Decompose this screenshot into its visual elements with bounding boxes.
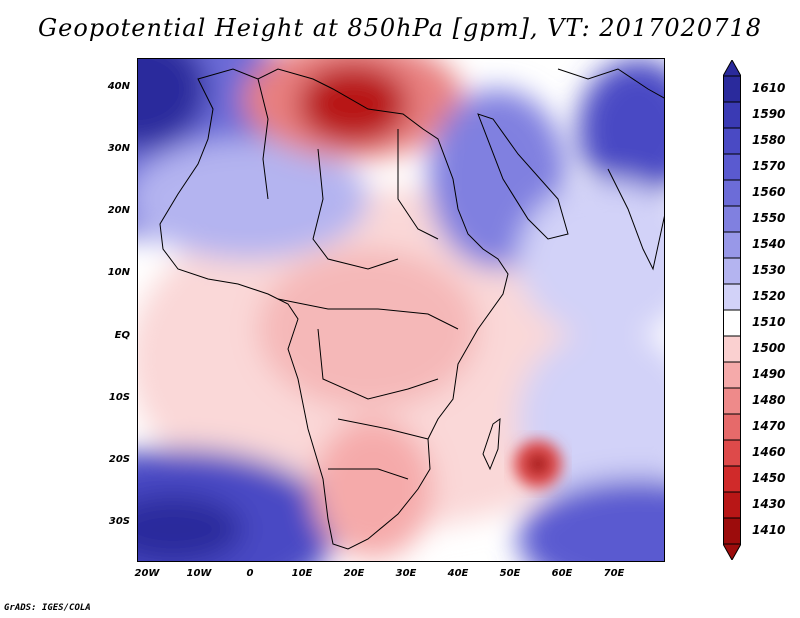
map-plot[interactable]: [137, 58, 665, 562]
colorbar-swatch: [723, 205, 741, 233]
lat-label-20n: 20N: [107, 205, 130, 216]
map-canvas: [138, 59, 664, 561]
colorbar-label: 1590: [752, 107, 786, 121]
colorbar-swatch: [723, 387, 741, 415]
lon-label-20w: 20W: [134, 568, 160, 579]
lon-label-70e: 70E: [603, 568, 625, 579]
colorbar-swatch: [723, 491, 741, 519]
colorbar-label: 1460: [752, 445, 786, 459]
lon-label-0: 0: [246, 568, 254, 579]
lon-label-60e: 60E: [551, 568, 573, 579]
colorbar-top-arrow: [723, 60, 741, 77]
colorbar-label: 1470: [752, 419, 786, 433]
colorbar-label: 1410: [752, 523, 786, 537]
colorbar-swatch: [723, 101, 741, 129]
lon-label-20e: 20E: [343, 568, 365, 579]
colorbar-label: 1550: [752, 211, 786, 225]
lat-label-10n: 10N: [107, 267, 130, 278]
lat-label-20s: 20S: [108, 454, 130, 465]
lon-label-40e: 40E: [447, 568, 469, 579]
lon-label-10e: 10E: [291, 568, 313, 579]
colorbar-label: 1540: [752, 237, 786, 251]
map-title: Geopotential Height at 850hPa [gpm], VT:…: [38, 14, 762, 42]
footer-credit: GrADS: IGES/COLA: [4, 603, 91, 613]
colorbar-label: 1430: [752, 497, 786, 511]
lon-label-30e: 30E: [395, 568, 417, 579]
lat-label-30n: 30N: [107, 143, 130, 154]
colorbar-swatch: [723, 231, 741, 259]
lon-label-10w: 10W: [186, 568, 212, 579]
colorbar-label: 1570: [752, 159, 786, 173]
colorbar-label: 1560: [752, 185, 786, 199]
colorbar-swatch: [723, 439, 741, 467]
colorbar-label: 1510: [752, 315, 786, 329]
colorbar-swatch: [723, 465, 741, 493]
height-field: [138, 59, 664, 561]
colorbar-swatch: [723, 361, 741, 389]
colorbar-graphic: [723, 60, 741, 560]
coastlines: [159, 68, 664, 550]
colorbar-label: 1450: [752, 471, 786, 485]
colorbar-swatch: [723, 257, 741, 285]
colorbar-label: 1610: [752, 81, 786, 95]
colorbar-swatch: [723, 335, 741, 363]
colorbar-label: 1520: [752, 289, 786, 303]
colorbar-swatch: [723, 517, 741, 545]
lat-label-10s: 10S: [108, 392, 130, 403]
colorbar-swatch: [723, 153, 741, 181]
lat-label-eq: EQ: [114, 330, 130, 341]
colorbar-label: 1580: [752, 133, 786, 147]
lat-label-40n: 40N: [107, 81, 130, 92]
colorbar-label: 1530: [752, 263, 786, 277]
lat-label-30s: 30S: [108, 516, 130, 527]
colorbar-label: 1480: [752, 393, 786, 407]
colorbar-swatch: [723, 179, 741, 207]
colorbar-bottom-arrow: [723, 543, 741, 560]
colorbar-label: 1500: [752, 341, 786, 355]
lon-label-50e: 50E: [499, 568, 521, 579]
colorbar-swatch: [723, 127, 741, 155]
colorbar-label: 1490: [752, 367, 786, 381]
colorbar-swatch: [723, 413, 741, 441]
colorbar-swatch: [723, 75, 741, 103]
colorbar-swatch: [723, 283, 741, 311]
colorbar-swatch: [723, 309, 741, 337]
